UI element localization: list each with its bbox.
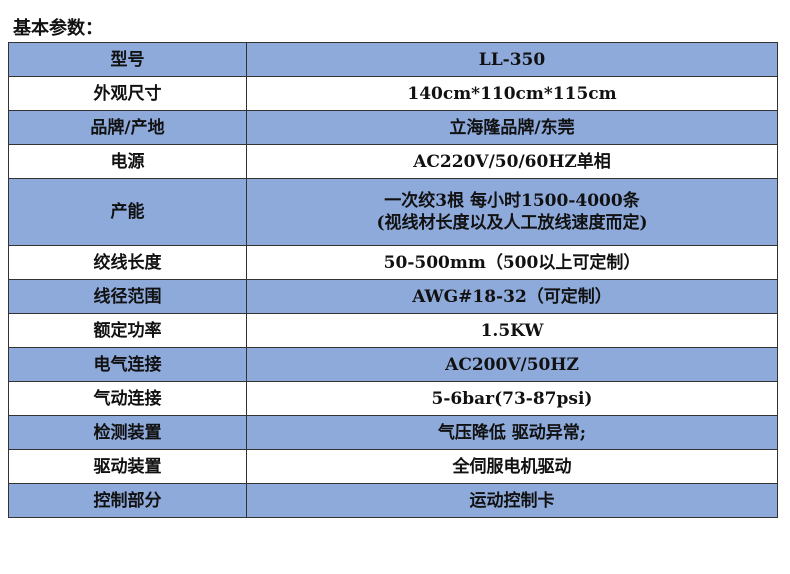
spec-value: 140cm*110cm*115cm bbox=[246, 76, 778, 111]
spec-row: 线径范围 AWG#18-32（可定制） bbox=[8, 279, 778, 314]
spec-label: 电气连接 bbox=[8, 347, 247, 382]
spec-value: 一次绞3根 每小时1500-4000条 (视线材长度以及人工放线速度而定) bbox=[246, 178, 778, 246]
spec-row: 控制部分 运动控制卡 bbox=[8, 483, 778, 518]
spec-label: 外观尺寸 bbox=[8, 76, 247, 111]
spec-row: 外观尺寸 140cm*110cm*115cm bbox=[8, 76, 778, 111]
spec-value: 1.5KW bbox=[246, 313, 778, 348]
spec-row: 检测装置 气压降低 驱动异常; bbox=[8, 415, 778, 450]
spec-value: LL-350 bbox=[246, 42, 778, 77]
spec-row: 型号 LL-350 bbox=[8, 42, 778, 77]
spec-value: 立海隆品牌/东莞 bbox=[246, 110, 778, 145]
spec-table: 型号 LL-350 外观尺寸 140cm*110cm*115cm 品牌/产地 立海隆品牌/… bbox=[8, 42, 778, 518]
spec-row: 驱动装置 全伺服电机驱动 bbox=[8, 449, 778, 484]
spec-label: 型号 bbox=[8, 42, 247, 77]
spec-label: 电源 bbox=[8, 144, 247, 179]
spec-label: 品牌/产地 bbox=[8, 110, 247, 145]
section-title: 基本参数： bbox=[13, 18, 103, 39]
spec-row: 额定功率 1.5KW bbox=[8, 313, 778, 348]
spec-row: 电源 AC220V/50/60HZ单相 bbox=[8, 144, 778, 179]
spec-value-line: 一次绞3根 每小时1500-4000条 bbox=[384, 191, 640, 211]
spec-label: 气动连接 bbox=[8, 381, 247, 416]
spec-label: 线径范围 bbox=[8, 279, 247, 314]
spec-row: 气动连接 5-6bar(73-87psi) bbox=[8, 381, 778, 416]
spec-value: 气压降低 驱动异常; bbox=[246, 415, 778, 450]
spec-value: AC220V/50/60HZ单相 bbox=[246, 144, 778, 179]
spec-value: 5-6bar(73-87psi) bbox=[246, 381, 778, 416]
spec-row: 产能 一次绞3根 每小时1500-4000条 (视线材长度以及人工放线速度而定) bbox=[8, 178, 778, 246]
spec-value-line: (视线材长度以及人工放线速度而定) bbox=[376, 213, 648, 233]
spec-row: 绞线长度 50-500mm（500以上可定制） bbox=[8, 245, 778, 280]
spec-label: 产能 bbox=[8, 178, 247, 246]
spec-label: 绞线长度 bbox=[8, 245, 247, 280]
spec-value: AWG#18-32（可定制） bbox=[246, 279, 778, 314]
spec-value: 运动控制卡 bbox=[246, 483, 778, 518]
spec-label: 控制部分 bbox=[8, 483, 247, 518]
spec-value: 50-500mm（500以上可定制） bbox=[246, 245, 778, 280]
spec-value: AC200V/50HZ bbox=[246, 347, 778, 382]
spec-row: 品牌/产地 立海隆品牌/东莞 bbox=[8, 110, 778, 145]
spec-row: 电气连接 AC200V/50HZ bbox=[8, 347, 778, 382]
spec-label: 驱动装置 bbox=[8, 449, 247, 484]
spec-label: 检测装置 bbox=[8, 415, 247, 450]
spec-value: 全伺服电机驱动 bbox=[246, 449, 778, 484]
spec-label: 额定功率 bbox=[8, 313, 247, 348]
